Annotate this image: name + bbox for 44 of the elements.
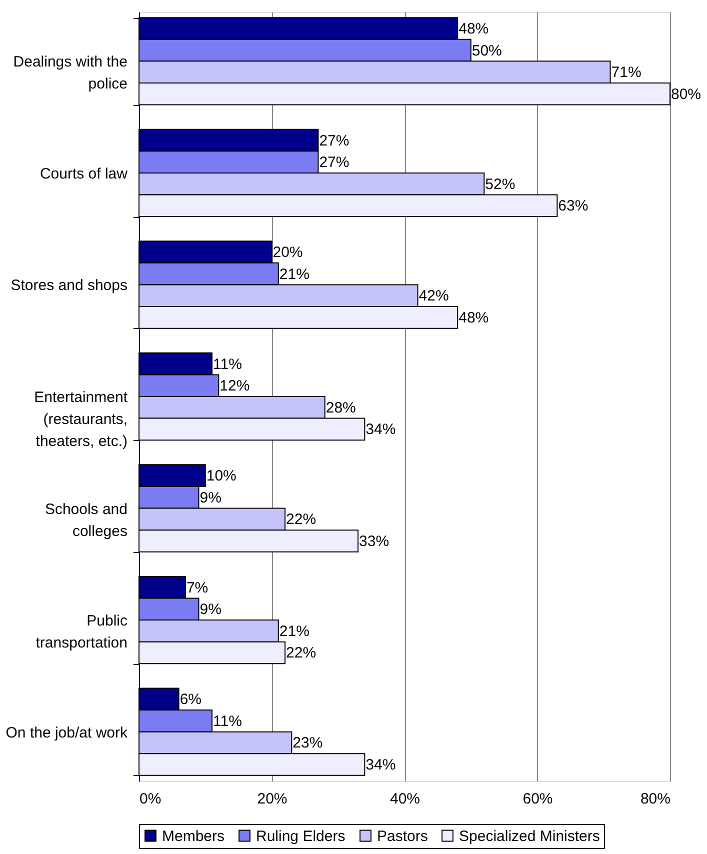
x-tick-label: 20% bbox=[257, 790, 288, 808]
x-tick-label: 40% bbox=[390, 790, 420, 808]
data-label: 22% bbox=[286, 644, 316, 662]
y-tick-label: Courts of law bbox=[40, 165, 128, 182]
y-tick-label: Dealings with the police bbox=[13, 54, 128, 93]
data-label: 9% bbox=[200, 489, 222, 506]
y-tick-label: Entertainment (restaurants, theaters, etc.) bbox=[34, 389, 128, 450]
data-label: 48% bbox=[458, 20, 489, 38]
data-label: 27% bbox=[319, 132, 350, 150]
legend-label: Specialized Ministers bbox=[459, 828, 600, 845]
data-label: 33% bbox=[359, 532, 390, 550]
data-label: 11% bbox=[213, 712, 242, 730]
data-label: 21% bbox=[279, 266, 310, 283]
data-label: 21% bbox=[279, 622, 310, 640]
data-label: 42% bbox=[418, 288, 449, 305]
data-label: 11% bbox=[213, 356, 242, 373]
y-tick-label: Public transportation bbox=[36, 612, 128, 652]
data-label: 6% bbox=[180, 691, 202, 708]
data-label: 28% bbox=[326, 399, 356, 416]
y-tick-label: On the job/at work bbox=[6, 724, 128, 742]
y-tick-label: Stores and shops bbox=[10, 277, 128, 294]
data-label: 12% bbox=[220, 378, 250, 395]
data-label: 7% bbox=[186, 579, 208, 596]
data-label: 9% bbox=[200, 601, 222, 618]
data-label: 63% bbox=[558, 198, 588, 215]
legend-label: Members bbox=[162, 828, 225, 845]
data-label: 20% bbox=[272, 244, 303, 262]
data-label: 50% bbox=[472, 42, 502, 60]
data-label: 10% bbox=[206, 468, 236, 485]
data-label: 80% bbox=[671, 86, 702, 103]
x-tick-label: 60% bbox=[522, 790, 553, 808]
legend-label: Ruling Elders bbox=[256, 828, 346, 845]
data-label: 34% bbox=[366, 756, 396, 774]
legend-label: Pastors bbox=[377, 828, 428, 845]
y-tick-label: Schools and colleges bbox=[44, 500, 128, 540]
data-label: 23% bbox=[292, 734, 323, 752]
data-label: 71% bbox=[611, 64, 642, 82]
data-label: 52% bbox=[485, 176, 516, 193]
data-label: 22% bbox=[286, 511, 316, 528]
data-label: 27% bbox=[319, 154, 350, 172]
data-label: 34% bbox=[366, 421, 396, 438]
x-tick-label: 80% bbox=[640, 790, 670, 808]
data-label: 48% bbox=[458, 309, 489, 326]
x-tick-label: 0% bbox=[140, 790, 162, 808]
